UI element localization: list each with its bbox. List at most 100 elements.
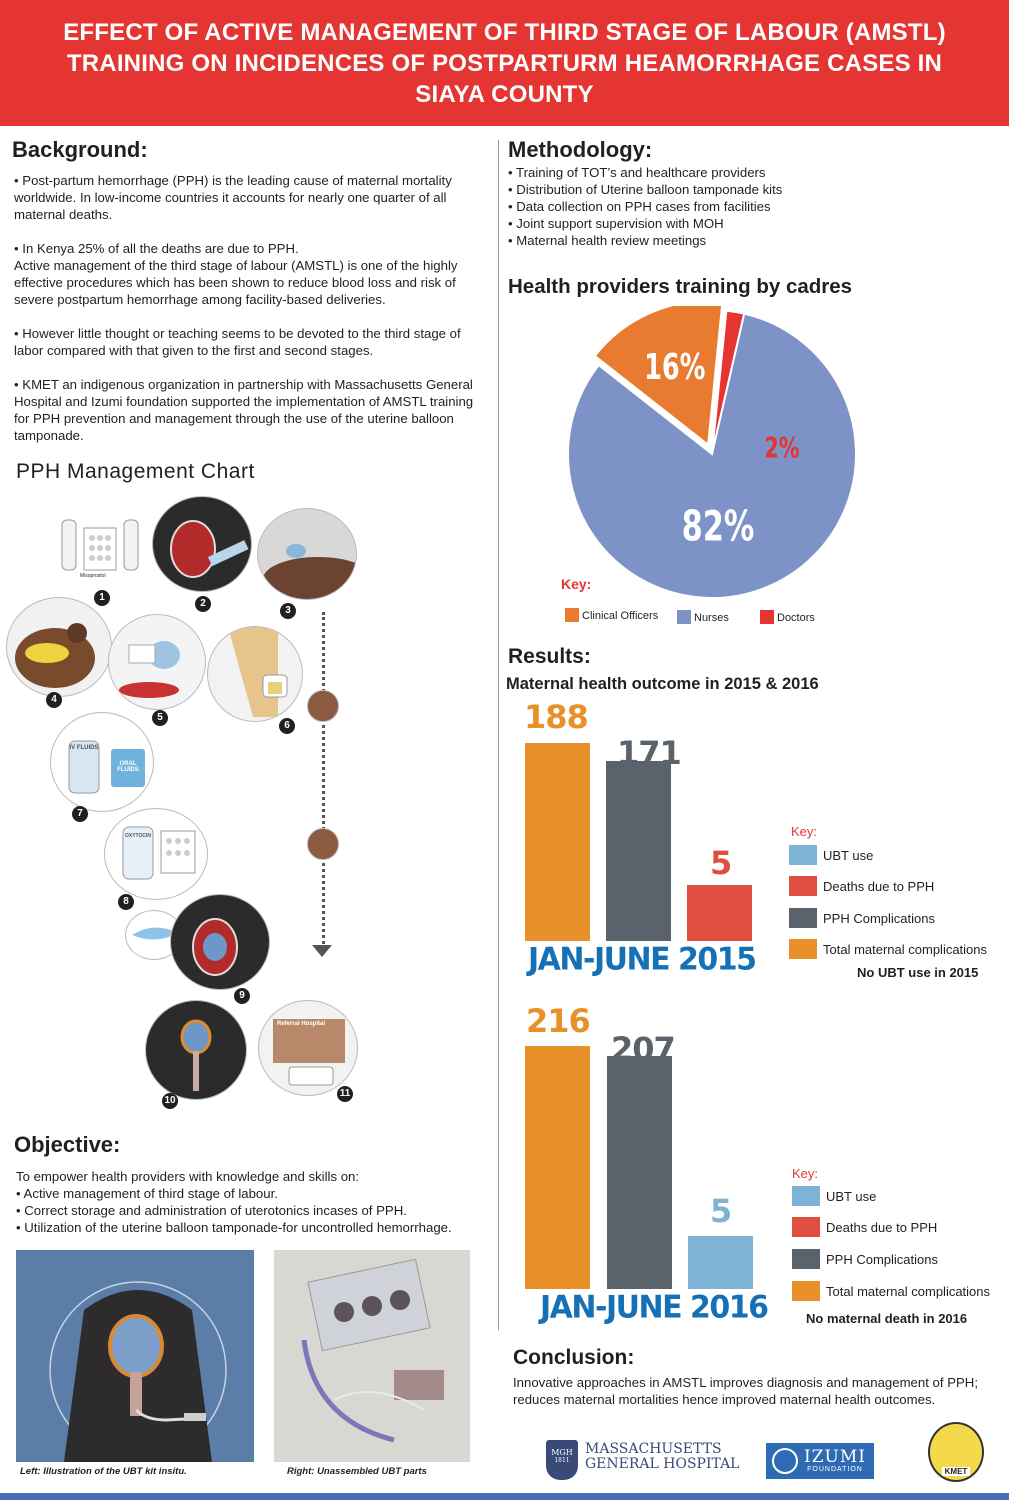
pie-slice-nurses [567,312,857,599]
referral-illustration: Referral Hospital [258,1000,358,1096]
mgh-shield-logo: MGH 1811 [546,1440,578,1480]
value-label-total-2016: 216 [526,1002,591,1040]
deaths-swatch [789,876,817,896]
step-number: 5 [152,710,168,726]
pie-label-clinical-officers: 16% [644,347,705,388]
methodology-item: • Maternal health review meetings [508,233,707,248]
legend-label: Total maternal complications [823,941,988,957]
izumi-logo: IZUMI FOUNDATION [766,1443,874,1479]
pie-key-title: Key: [561,576,592,592]
step-number: 1 [94,590,110,606]
step-number: 3 [280,603,296,619]
pie-label-nurses: 82% [682,502,755,551]
step-number: 9 [234,988,250,1004]
deaths-swatch [792,1217,820,1237]
mother-baby-illustration [6,597,112,697]
legend-deaths-2015: Deaths due to PPH [789,876,934,896]
objective-item-1: • Active management of third stage of la… [16,1186,278,1201]
value-label-pph-2015: 171 [617,734,682,772]
background-text: • Post-partum hemorrhage (PPH) is the le… [14,172,484,444]
drugs-illustration: Misoprostol [50,498,150,590]
value-label-total-2015: 188 [524,698,589,736]
methodology-list: • Training of TOT’s and healthcare provi… [508,164,782,249]
background-para-4: • However little thought or teaching see… [14,326,461,358]
izumi-sub: FOUNDATION [807,1466,863,1473]
period-label-2016: JAN-JUNE 2016 [540,1289,769,1326]
title-line-3: SIAYA COUNTY [415,80,594,108]
mgh-year: 1811 [554,1457,570,1464]
objective-item-2: • Correct storage and administration of … [16,1203,407,1218]
results-heading: Results: [508,645,591,668]
legend-label: UBT use [826,1188,877,1204]
key-title-2016: Key: [792,1166,819,1181]
value-label-deaths-2015: 5 [710,844,732,882]
bar-deaths-2015 [687,885,752,941]
bar-total-complications-2016 [525,1046,590,1289]
conclusion-heading: Conclusion: [513,1346,635,1369]
step-number: 4 [46,692,62,708]
arrow-down-icon [312,945,332,957]
title-banner: EFFECT OF ACTIVE MANAGEMENT OF THIRD STA… [0,0,1009,126]
background-heading: Background: [12,137,148,162]
legend-total-2015: Total maternal complications [789,939,987,959]
pie-key-label: Clinical Officers [582,610,659,622]
pie-slice-clinical-officers [593,306,724,447]
izumi-emblem-icon [772,1448,798,1474]
izumi-name: IZUMI [804,1447,866,1467]
legend-label: PPH Complications [826,1251,938,1267]
title-line-1: EFFECT OF ACTIVE MANAGEMENT OF THIRD STA… [63,18,946,46]
legend-ubt-2016: UBT use [792,1186,876,1206]
pie-label-doctors: 2% [764,432,799,465]
pph-swatch [789,908,817,928]
legend-deaths-2016: Deaths due to PPH [792,1217,937,1237]
misoprostol-label: Misoprostol [80,573,106,579]
uterine-massage-illustration [152,496,252,592]
bar-total-complications-2015 [525,743,590,941]
objective-intro: To empower health providers with knowled… [16,1169,360,1184]
bimanual-compression-illustration [170,894,270,990]
ubt-swatch [792,1186,820,1206]
legend-label: Total maternal complications [826,1283,991,1299]
iv-fluids-label: IV FLUIDS [69,745,99,751]
background-para-2: • In Kenya 25% of all the deaths are due… [14,241,299,256]
pie-heading: Health providers training by cadres [508,275,853,298]
objective-heading: Objective: [14,1132,121,1157]
note-2015: No UBT use in 2015 [857,965,979,980]
legend-total-2016: Total maternal complications [792,1281,990,1301]
total-swatch [792,1281,820,1301]
bottom-bar [0,1493,1009,1500]
fluids-illustration: IV FLUIDS ORAL FLUIDS [50,712,154,812]
methodology-item: • Joint support supervision with MOH [508,216,724,231]
ubt-swatch [789,845,817,865]
value-label-pph-2016: 207 [611,1030,676,1068]
step-number: 8 [118,894,134,910]
objective-item-3: • Utilization of the uterine balloon tam… [16,1220,452,1235]
key-title-2015: Key: [791,824,818,839]
pie-key-doctors: Doctors [760,610,815,624]
mgh-line-1: MASSACHUSETTS [585,1441,722,1457]
glove-icon [307,828,339,860]
oxytocin-label: OXYTOCIN [124,833,152,839]
patient-exam-illustration [257,508,357,600]
legend-label: Deaths due to PPH [826,1219,938,1235]
legend-pph-2016: PPH Complications [792,1249,938,1269]
methodology-item: • Training of TOT’s and healthcare provi… [508,165,766,180]
bar-ubt-2016 [688,1236,753,1289]
flow-dotted-line [322,612,325,950]
pie-key-nurses: Nurses [677,610,729,624]
mgh-badge: MGH [551,1448,573,1457]
legend-pph-2015: PPH Complications [789,908,935,928]
background-para-5: • KMET an indigenous organization in par… [14,377,474,443]
bar-pph-complications-2015 [606,760,671,941]
step-number: 6 [279,718,295,734]
nurses-swatch [677,610,691,624]
pie-key-label: Nurses [694,612,729,624]
mgh-logo-text: MASSACHUSETTS GENERAL HOSPITAL [585,1442,739,1472]
caption-left: Left: Illustration of the UBT kit insitu… [20,1466,187,1477]
hospital-label: Referral Hospital [277,1021,326,1027]
legend-ubt-2015: UBT use [789,845,873,865]
title-line-2: TRAINING ON INCIDENCES OF POSTPARTURM HE… [66,49,943,77]
results-subheading: Maternal health outcome in 2015 & 2016 [506,675,819,693]
doctors-swatch [760,610,774,624]
pph-swatch [792,1249,820,1269]
